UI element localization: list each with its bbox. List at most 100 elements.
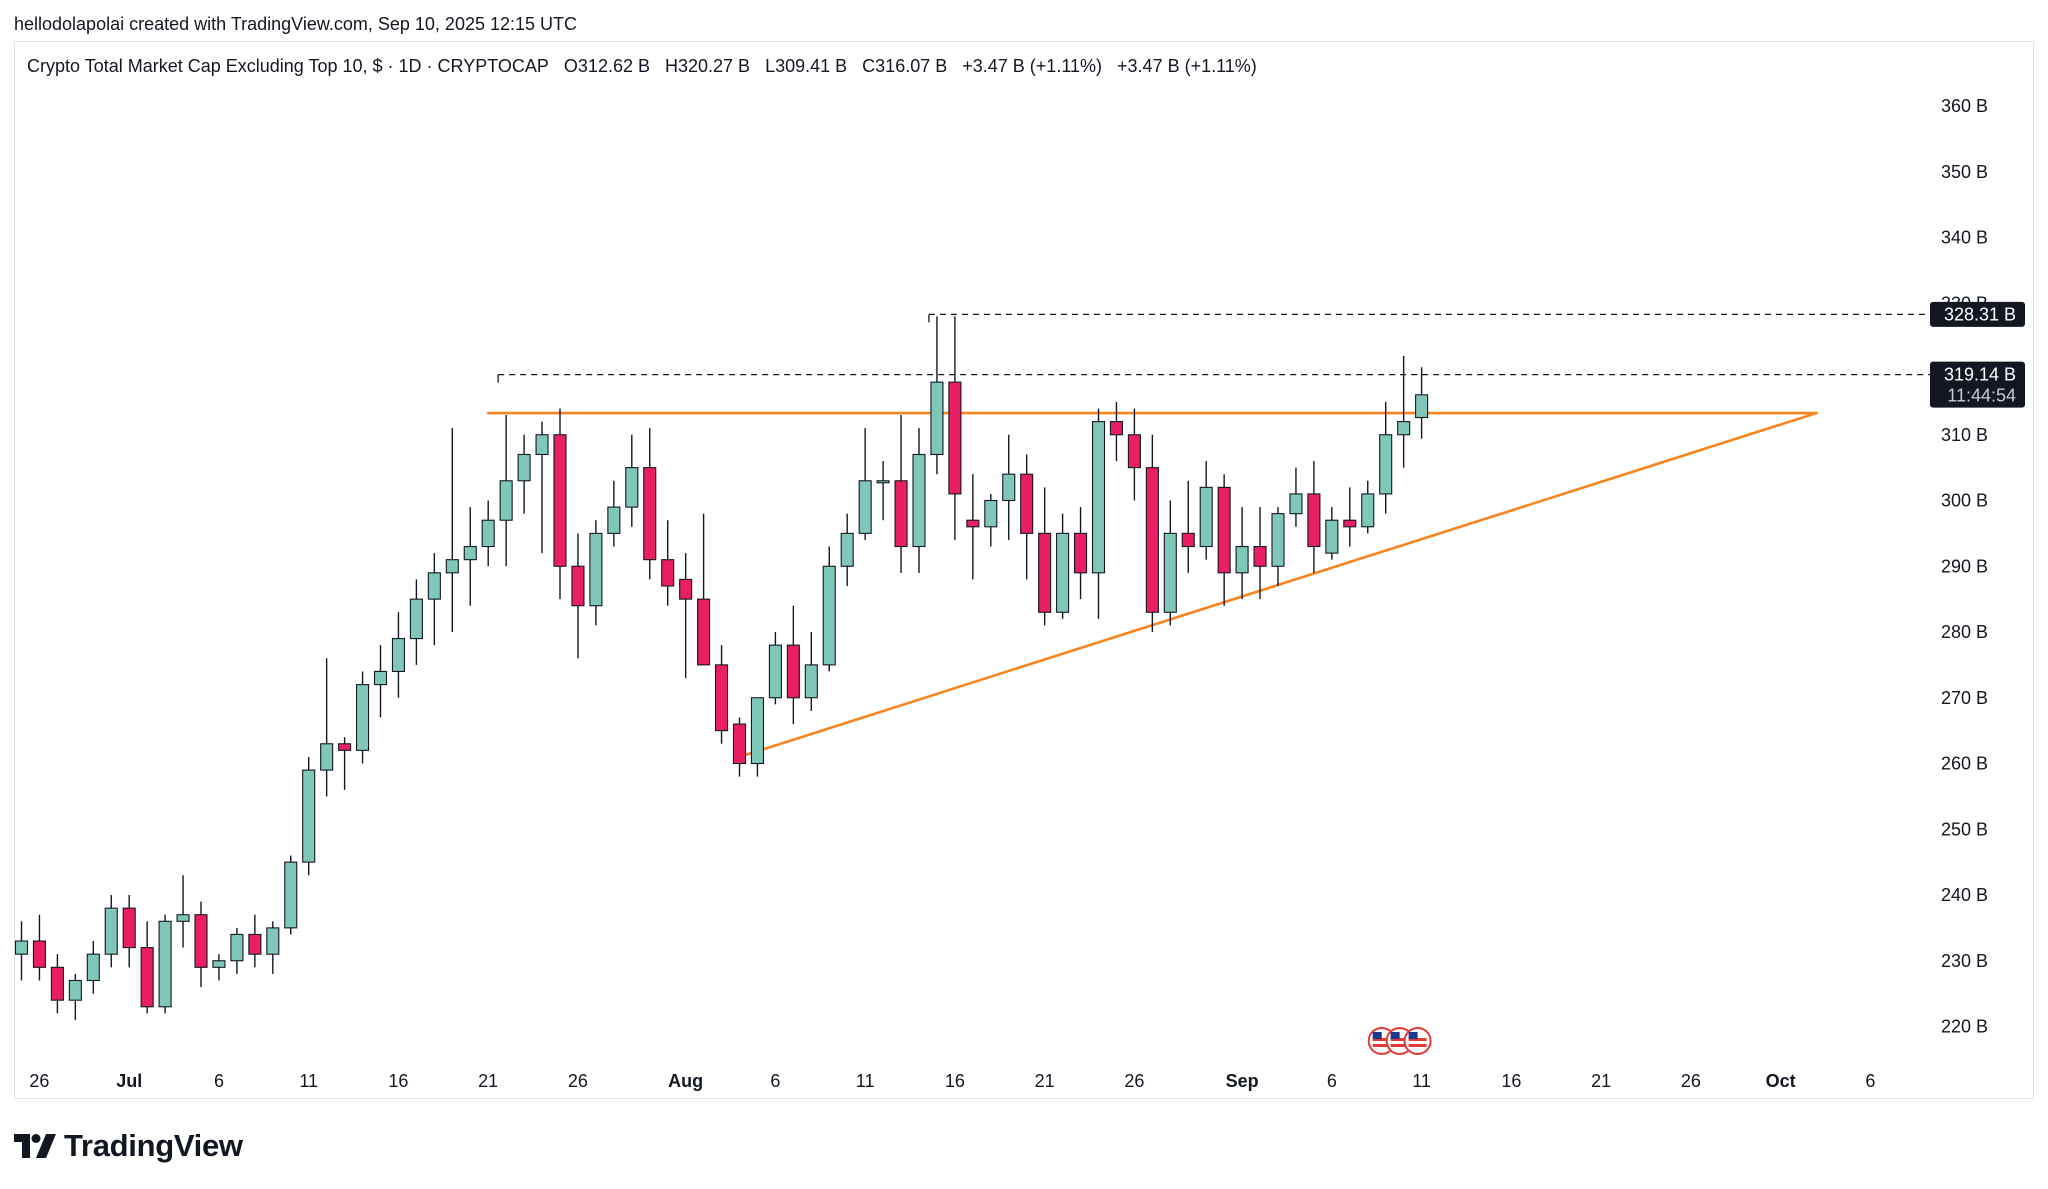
candle-down[interactable] <box>1020 473 1034 534</box>
us-flag-stripe <box>1390 1038 1409 1041</box>
candle-up[interactable] <box>284 861 298 929</box>
y-tick-label: 350 B <box>1941 162 1988 182</box>
candle-down[interactable] <box>1145 467 1159 613</box>
candle-down[interactable] <box>1127 434 1141 469</box>
candle-up[interactable] <box>1199 486 1213 548</box>
y-tick-label: 240 B <box>1941 885 1988 905</box>
candle-up[interactable] <box>266 927 280 955</box>
x-tick-label: Oct <box>1766 1071 1796 1091</box>
us-flag-stripe <box>1372 1044 1391 1047</box>
candle-up[interactable] <box>355 684 370 751</box>
tradingview-logo[interactable]: TradingView <box>14 1128 243 1164</box>
candle-up[interactable] <box>840 532 854 567</box>
candle-up[interactable] <box>212 960 226 968</box>
x-tick-label: Jul <box>116 1071 142 1091</box>
candle-down[interactable] <box>1307 493 1321 548</box>
candle-up[interactable] <box>427 572 441 600</box>
x-tick-label: 26 <box>568 1071 588 1091</box>
candle-down[interactable] <box>248 933 262 955</box>
candle-up[interactable] <box>86 953 100 982</box>
candle-down[interactable] <box>1181 532 1195 548</box>
candle-up[interactable] <box>1163 532 1177 613</box>
candle-up[interactable] <box>822 565 836 666</box>
candle-up[interactable] <box>1235 545 1249 574</box>
candle-down[interactable] <box>140 947 154 1008</box>
candle-up[interactable] <box>912 453 926 548</box>
legend-symbol[interactable]: Crypto Total Market Cap Excluding Top 10… <box>27 56 549 76</box>
candle-up[interactable] <box>373 670 388 686</box>
candle-up[interactable] <box>517 453 531 482</box>
candle-up[interactable] <box>1397 421 1411 436</box>
legend-close: C316.07 B <box>862 56 948 76</box>
candle-down[interactable] <box>786 644 800 699</box>
x-tick-label: Aug <box>668 1071 703 1091</box>
candle-up[interactable] <box>320 743 334 771</box>
candle-up[interactable] <box>625 467 639 508</box>
candle-down[interactable] <box>122 907 136 949</box>
candle-up[interactable] <box>445 559 459 574</box>
candle-down[interactable] <box>1109 421 1123 436</box>
candle-up[interactable] <box>1002 473 1016 502</box>
candle-up[interactable] <box>1091 421 1106 574</box>
candle-up[interactable] <box>409 598 423 640</box>
candle-down[interactable] <box>661 559 675 587</box>
candle-up[interactable] <box>1289 493 1303 515</box>
candle-down[interactable] <box>732 723 747 765</box>
candle-up[interactable] <box>858 480 872 534</box>
candle-up[interactable] <box>481 519 495 548</box>
y-tick-label: 340 B <box>1941 228 1988 248</box>
candle-up[interactable] <box>768 644 782 699</box>
candle-up[interactable] <box>984 499 998 528</box>
candle-down[interactable] <box>1038 532 1052 613</box>
candle-down[interactable] <box>948 381 962 495</box>
us-flag-canton <box>1408 1032 1418 1039</box>
x-tick-label: 21 <box>478 1071 498 1091</box>
candle-down[interactable] <box>697 598 711 666</box>
candle-up[interactable] <box>104 907 118 955</box>
candle-up[interactable] <box>1379 434 1393 495</box>
candle-down[interactable] <box>553 434 567 567</box>
candle-up[interactable] <box>1271 513 1285 567</box>
candle-up[interactable] <box>607 506 621 534</box>
candle-up[interactable] <box>391 638 406 673</box>
candle-up[interactable] <box>750 697 765 765</box>
candle-down[interactable] <box>1253 545 1267 567</box>
candle-down[interactable] <box>714 664 729 732</box>
candle-up[interactable] <box>230 933 244 962</box>
candle-up[interactable] <box>176 914 190 922</box>
candle-down[interactable] <box>894 480 908 548</box>
candle-up[interactable] <box>463 545 477 561</box>
candle-down[interactable] <box>966 519 980 528</box>
candle-down[interactable] <box>571 565 585 607</box>
candle-up[interactable] <box>1361 493 1375 528</box>
candle-up[interactable] <box>499 480 513 521</box>
candle-up[interactable] <box>876 480 890 484</box>
candle-up[interactable] <box>158 920 172 1008</box>
candle-down[interactable] <box>50 966 64 1001</box>
candle-down[interactable] <box>643 467 657 561</box>
candle-down[interactable] <box>1074 532 1088 574</box>
candle-up[interactable] <box>68 979 82 1001</box>
candle-down[interactable] <box>679 578 693 600</box>
candle-up[interactable] <box>1325 519 1339 554</box>
candle-down[interactable] <box>32 940 47 968</box>
candle-up[interactable] <box>1056 532 1070 613</box>
candle-up[interactable] <box>930 381 944 456</box>
us-flag-stripe <box>1408 1044 1427 1047</box>
candle-down[interactable] <box>1343 519 1357 528</box>
y-tick-label: 300 B <box>1941 491 1988 511</box>
candle-up[interactable] <box>589 532 603 607</box>
candle-up[interactable] <box>302 769 316 863</box>
x-tick-label: 16 <box>1501 1071 1521 1091</box>
y-tick-label: 310 B <box>1941 425 1988 445</box>
candle-up[interactable] <box>1415 394 1429 419</box>
chart-attribution: hellodolapolai created with TradingView.… <box>14 14 578 34</box>
candle-up[interactable] <box>535 434 549 456</box>
x-tick-label: 11 <box>299 1071 318 1091</box>
candle-down[interactable] <box>338 743 352 751</box>
candle-up[interactable] <box>804 664 818 699</box>
candle-down[interactable] <box>194 914 208 968</box>
candle-up[interactable] <box>14 940 29 955</box>
candle-down[interactable] <box>1217 486 1231 574</box>
